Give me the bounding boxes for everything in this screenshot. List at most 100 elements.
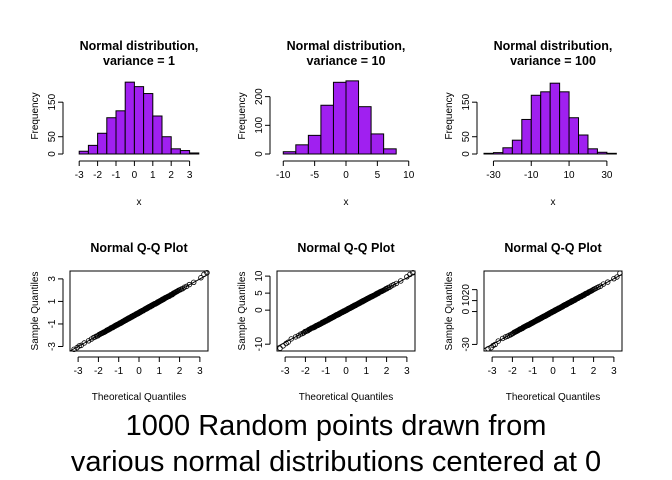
qq-point xyxy=(191,279,197,286)
x-tick-label: -3 xyxy=(75,170,84,181)
x-tick-label: -30 xyxy=(486,170,501,181)
histogram-bar xyxy=(492,152,504,155)
qq-point xyxy=(280,343,286,349)
y-tick-label: 150 xyxy=(47,93,58,110)
qq-point xyxy=(85,338,92,344)
histogram-bar xyxy=(345,80,360,155)
y-tick-label: 50 xyxy=(461,131,472,143)
panel-title: Normal Q-Q Plot xyxy=(504,241,602,255)
qq-panel-1: Normal Q-Q Plot Theoretical Quantiles Samp… xyxy=(30,241,210,403)
x-tick-label: 2 xyxy=(168,170,174,181)
qq-point xyxy=(393,280,400,287)
qq-point xyxy=(611,275,617,282)
y-tick-label: 0 xyxy=(47,151,58,157)
qq-point xyxy=(183,283,190,290)
qq-point xyxy=(71,346,77,353)
histogram-panel-1: Normal distribution,variance = 1 x Frequen… xyxy=(30,39,200,208)
qq-point xyxy=(277,345,283,351)
y-tick-label: 200 xyxy=(254,88,265,105)
panel-title-line-2: variance = 100 xyxy=(510,54,596,68)
x-tick-label: -3 xyxy=(74,366,83,377)
y-tick-label: 100 xyxy=(254,117,265,134)
qq-point xyxy=(398,278,404,284)
y-axis-label: Frequency xyxy=(444,92,455,139)
histogram-bar xyxy=(530,94,542,155)
x-tick-label: 2 xyxy=(177,366,183,377)
x-axis-label: x xyxy=(137,197,142,208)
x-tick-label: 1 xyxy=(364,366,370,377)
qq-point xyxy=(384,285,390,292)
x-tick-label: 2 xyxy=(591,366,597,377)
y-axis-label: Sample Quantiles xyxy=(30,272,41,351)
qq-point xyxy=(186,281,193,288)
x-tick-label: 2 xyxy=(384,366,390,377)
histogram-bar xyxy=(320,104,334,155)
histogram-bar xyxy=(559,91,570,155)
y-axis-label: Frequency xyxy=(237,92,248,139)
histogram-bar xyxy=(587,148,598,155)
x-tick-label: 10 xyxy=(564,170,576,181)
histogram-bar xyxy=(152,115,163,155)
x-tick-label: 0 xyxy=(136,366,142,377)
y-tick-label: 50 xyxy=(47,131,58,143)
histogram-bar xyxy=(502,147,513,155)
qq-point xyxy=(605,279,611,285)
y-tick-label: 5 xyxy=(254,290,265,296)
y-tick-label: 10 xyxy=(254,270,265,282)
qq-point xyxy=(600,281,607,287)
histogram-bar xyxy=(596,151,608,155)
x-tick-label: 1 xyxy=(157,366,163,377)
qq-point xyxy=(614,274,620,280)
histogram-bar xyxy=(307,134,322,155)
caption-line-1: 1000 Random points drawn from xyxy=(125,410,547,442)
qq-point xyxy=(390,282,397,288)
panel-title-line-2: variance = 10 xyxy=(307,54,386,68)
x-tick-label: -3 xyxy=(488,366,497,377)
panel-title: Normal Q-Q Plot xyxy=(297,241,395,255)
qq-point xyxy=(495,338,501,344)
qq-point xyxy=(180,285,186,292)
histogram-bar xyxy=(578,134,589,155)
x-tick-label: 1 xyxy=(150,170,156,181)
x-tick-label: 0 xyxy=(343,170,349,181)
histogram-panel-2: Normal distribution,variance = 10 x Freque… xyxy=(237,39,415,208)
x-tick-label: 0 xyxy=(132,170,138,181)
x-tick-label: 1 xyxy=(571,366,577,377)
x-axis-label: Theoretical Quantiles xyxy=(92,392,187,403)
x-tick-label: -10 xyxy=(276,170,291,181)
qq-point xyxy=(198,275,204,281)
panel-title-line-1: Normal distribution, xyxy=(287,39,406,53)
qq-point xyxy=(387,284,393,290)
histogram-bar xyxy=(133,86,145,155)
histogram-bar xyxy=(540,91,551,155)
y-axis-label: Sample Quantiles xyxy=(444,272,455,351)
qq-point xyxy=(201,271,207,278)
histogram-bar xyxy=(549,82,561,155)
histogram-bar xyxy=(87,144,99,155)
x-tick-label: 3 xyxy=(404,366,410,377)
qq-point xyxy=(288,336,294,342)
y-tick-label: 0 xyxy=(461,308,472,314)
histogram-bar xyxy=(568,117,580,155)
x-axis-label: x xyxy=(551,197,556,208)
y-tick-label: -3 xyxy=(47,342,58,351)
y-tick-label: -1 xyxy=(47,319,58,328)
x-tick-label: -1 xyxy=(112,170,121,181)
x-tick-label: 3 xyxy=(611,366,617,377)
x-tick-label: -1 xyxy=(114,366,123,377)
y-tick-label: -30 xyxy=(461,337,472,352)
y-tick-label: 10 xyxy=(461,295,472,307)
panel-title-line-1: Normal distribution, xyxy=(80,39,199,53)
x-tick-label: -10 xyxy=(524,170,539,181)
x-tick-label: 3 xyxy=(187,170,193,181)
histogram-bar xyxy=(282,151,297,155)
plot-frame xyxy=(483,270,623,352)
x-tick-label: -2 xyxy=(94,366,103,377)
plot-frame xyxy=(69,270,209,352)
x-axis-label: Theoretical Quantiles xyxy=(299,392,394,403)
qq-panel-2: Normal Q-Q Plot Theoretical Quantiles Samp… xyxy=(237,241,416,403)
histogram-bar xyxy=(189,152,200,155)
histogram-bar xyxy=(295,144,309,155)
panel-title-line-1: Normal distribution, xyxy=(494,39,613,53)
histogram-bar xyxy=(124,81,135,155)
